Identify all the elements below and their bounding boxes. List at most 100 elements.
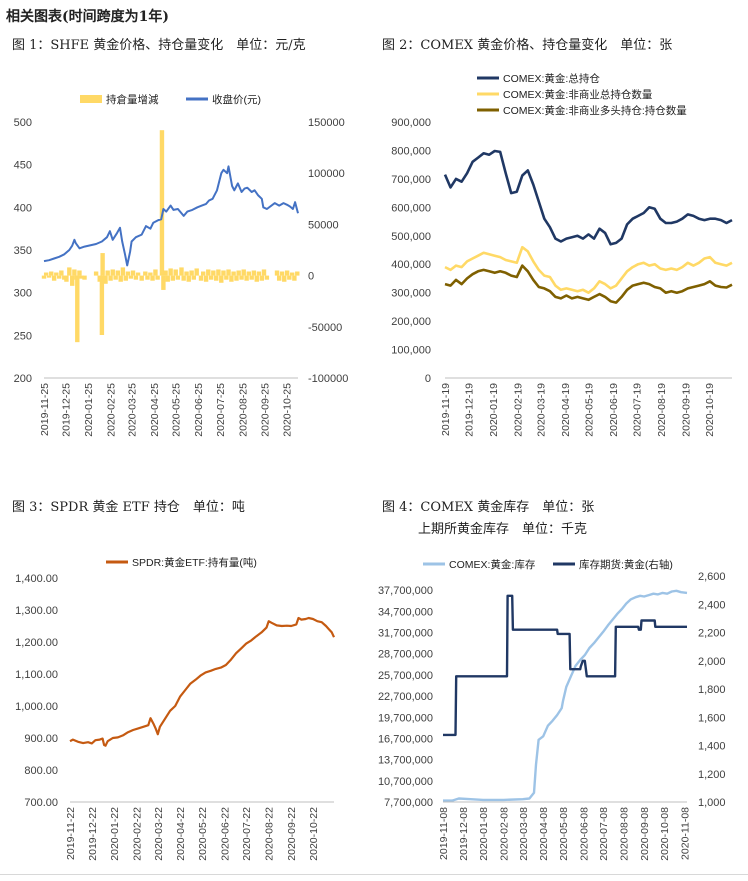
chart-3-x-tick-label: 2019-12-22 (87, 807, 99, 861)
chart-3-x-tick-label: 2020-06-22 (219, 807, 231, 861)
chart-4-y-left-tick-label: 34,700,000 (378, 606, 433, 618)
chart-4-y-left-tick-label: 22,700,000 (378, 691, 433, 703)
chart-3-y-tick-label: 900.00 (24, 733, 58, 745)
chart-1-y-left-tick-label: 250 (14, 330, 32, 342)
chart-4-x-tick-label: 2020-03-08 (518, 807, 530, 861)
chart-2-y-tick-label: 400,000 (391, 259, 431, 271)
chart-4-y-right-tick-label: 2,000 (698, 656, 726, 668)
chart-1-bar (105, 270, 110, 276)
chart-2-y-tick-label: 500,000 (391, 231, 431, 243)
chart-1-bar (163, 270, 168, 276)
chart-4-y-right-tick-label: 1,200 (698, 769, 726, 781)
chart-1-bar (56, 275, 62, 279)
chart-1-bar (67, 267, 72, 276)
chart-4-x-tick-label: 2020-06-08 (578, 807, 590, 861)
chart-1-y-left-tick-label: 400 (14, 202, 32, 214)
chart-3-title: 图 3：SPDR 黄金 ETF 持仓 单位：吨 (12, 500, 245, 515)
chart-1-bar (103, 275, 108, 284)
chart-1-bar (219, 275, 224, 283)
chart-1-bar (246, 271, 251, 276)
chart-1-bar (194, 268, 199, 276)
chart-1-bar (179, 267, 184, 276)
chart-4-x-tick-label: 2020-05-08 (558, 807, 570, 861)
chart-4-legend-label: COMEX:黄金:库存 (449, 558, 536, 571)
chart-2-x-tick-label: 2019-11-19 (440, 383, 452, 436)
chart-1-bar (41, 275, 47, 279)
chart-1-bar (159, 130, 165, 276)
chart-4-x-tick-label: 2020-07-08 (598, 807, 610, 861)
chart-3-x-tick-label: 2020-07-22 (241, 807, 253, 861)
chart-3-x-tick-label: 2019-11-22 (65, 807, 77, 860)
chart-2-x-tick-label: 2020-02-19 (513, 383, 525, 437)
chart-4-y-left-tick-label: 19,700,000 (378, 712, 433, 724)
chart-1-shfe: 200 250 300 350 400 450 500 -100000 -50000 0 50000… (14, 93, 349, 437)
chart-3-series-spdr-line (69, 616, 335, 747)
chart-1-bar (224, 275, 229, 280)
chart-1-bar (244, 275, 249, 281)
chart-1-x-tick-label: 2020-03-25 (127, 383, 139, 437)
chart-1-x-tick-label: 2020-05-25 (171, 383, 183, 437)
chart-2-legend-label: COMEX:黄金:非商业多头持仓:持仓数量 (503, 104, 687, 117)
chart-1-bar (130, 270, 136, 276)
chart-4-y-right-tick-label: 1,600 (698, 712, 726, 724)
chart-1-bar (264, 275, 270, 280)
chart-2-comex: 0 100,000 200,000 300,000 400,000 500,000 600,… (391, 72, 733, 437)
chart-1-bar (46, 275, 52, 278)
chart-4-x-tick-label: 2020-04-08 (538, 807, 550, 861)
chart-3-x-tick-label: 2020-04-22 (175, 807, 187, 861)
chart-1-bar (282, 275, 287, 282)
chart-1-bar (221, 270, 226, 276)
chart-2-legend-label: COMEX:黄金:非商业总持仓数量 (503, 88, 653, 101)
chart-1-bar (51, 275, 57, 281)
chart-4-x-tick-label: 2020-01-08 (478, 807, 490, 861)
chart-1-bar (274, 270, 280, 276)
chart-3-x-tick-label: 2020-02-22 (132, 807, 144, 861)
chart-3-y-tick-label: 1,400.00 (15, 573, 58, 585)
chart-1-bar (165, 275, 170, 282)
chart-4-series-comex-inventory-line (443, 589, 688, 802)
chart-1-legend-label: 收盘价(元) (212, 93, 261, 106)
chart-1-bar (261, 269, 267, 276)
chart-1-bar (184, 271, 189, 276)
chart-1-bar (70, 275, 75, 286)
chart-1-bar (208, 275, 214, 280)
chart-1-bar (276, 275, 282, 281)
chart-1-bar (186, 275, 191, 282)
chart-2-y-tick-label: 900,000 (391, 117, 431, 129)
chart-1-y-left-tick-label: 300 (14, 288, 32, 300)
chart-4-legend-label: 库存期货:黄金(右轴) (579, 558, 673, 571)
chart-1-bar (229, 275, 234, 282)
chart-1-y-left-tick-label: 500 (14, 117, 32, 129)
chart-4-y-left-tick-label: 31,700,000 (378, 628, 433, 640)
chart-4-subtitle: 上期所黄金库存 单位：千克 (418, 522, 588, 537)
chart-1-bar (49, 271, 54, 276)
chart-3-legend-label: SPDR:黄金ETF:持有量(吨) (132, 556, 257, 569)
chart-4-y-right-tick-label: 2,200 (698, 628, 726, 640)
chart-1-x-tick-label: 2020-02-25 (106, 383, 118, 437)
chart-1-bar (173, 269, 178, 276)
chart-1-bar (54, 272, 59, 276)
chart-2-title: 图 2：COMEX 黄金价格、持仓量变化 单位：张 (382, 38, 673, 53)
chart-1-bar (153, 269, 158, 276)
chart-1-y-right-tick-label: -100000 (308, 373, 348, 385)
chart-1-bar (203, 275, 209, 282)
chart-4-y-left-tick-label: 25,700,000 (378, 670, 433, 682)
chart-1-bar (150, 275, 155, 281)
chart-1-bar (100, 253, 105, 276)
chart-1-y-left-tick-label: 450 (14, 160, 32, 172)
chart-2-x-tick-label: 2019-12-19 (464, 383, 476, 437)
chart-1-bar (251, 270, 257, 276)
chart-1-y-right-tick-label: 100000 (308, 168, 345, 180)
chart-4-y-left-tick-label: 37,700,000 (378, 585, 433, 597)
chart-4-x-tick-label: 2019-11-08 (438, 807, 450, 860)
chart-3-y-tick-label: 1,300.00 (15, 605, 58, 617)
chart-4-x-tick-label: 2019-12-08 (458, 807, 470, 861)
chart-2-y-tick-label: 600,000 (391, 202, 431, 214)
chart-2-y-tick-label: 200,000 (391, 316, 431, 328)
chart-2-x-tick-label: 2020-06-19 (608, 383, 620, 437)
chart-1-bar (216, 269, 221, 276)
chart-1-x-tick-label: 2019-11-25 (39, 383, 51, 436)
chart-1-bar (249, 275, 254, 280)
chart-3-x-tick-label: 2020-05-22 (197, 807, 209, 861)
chart-1-bar (241, 269, 246, 276)
